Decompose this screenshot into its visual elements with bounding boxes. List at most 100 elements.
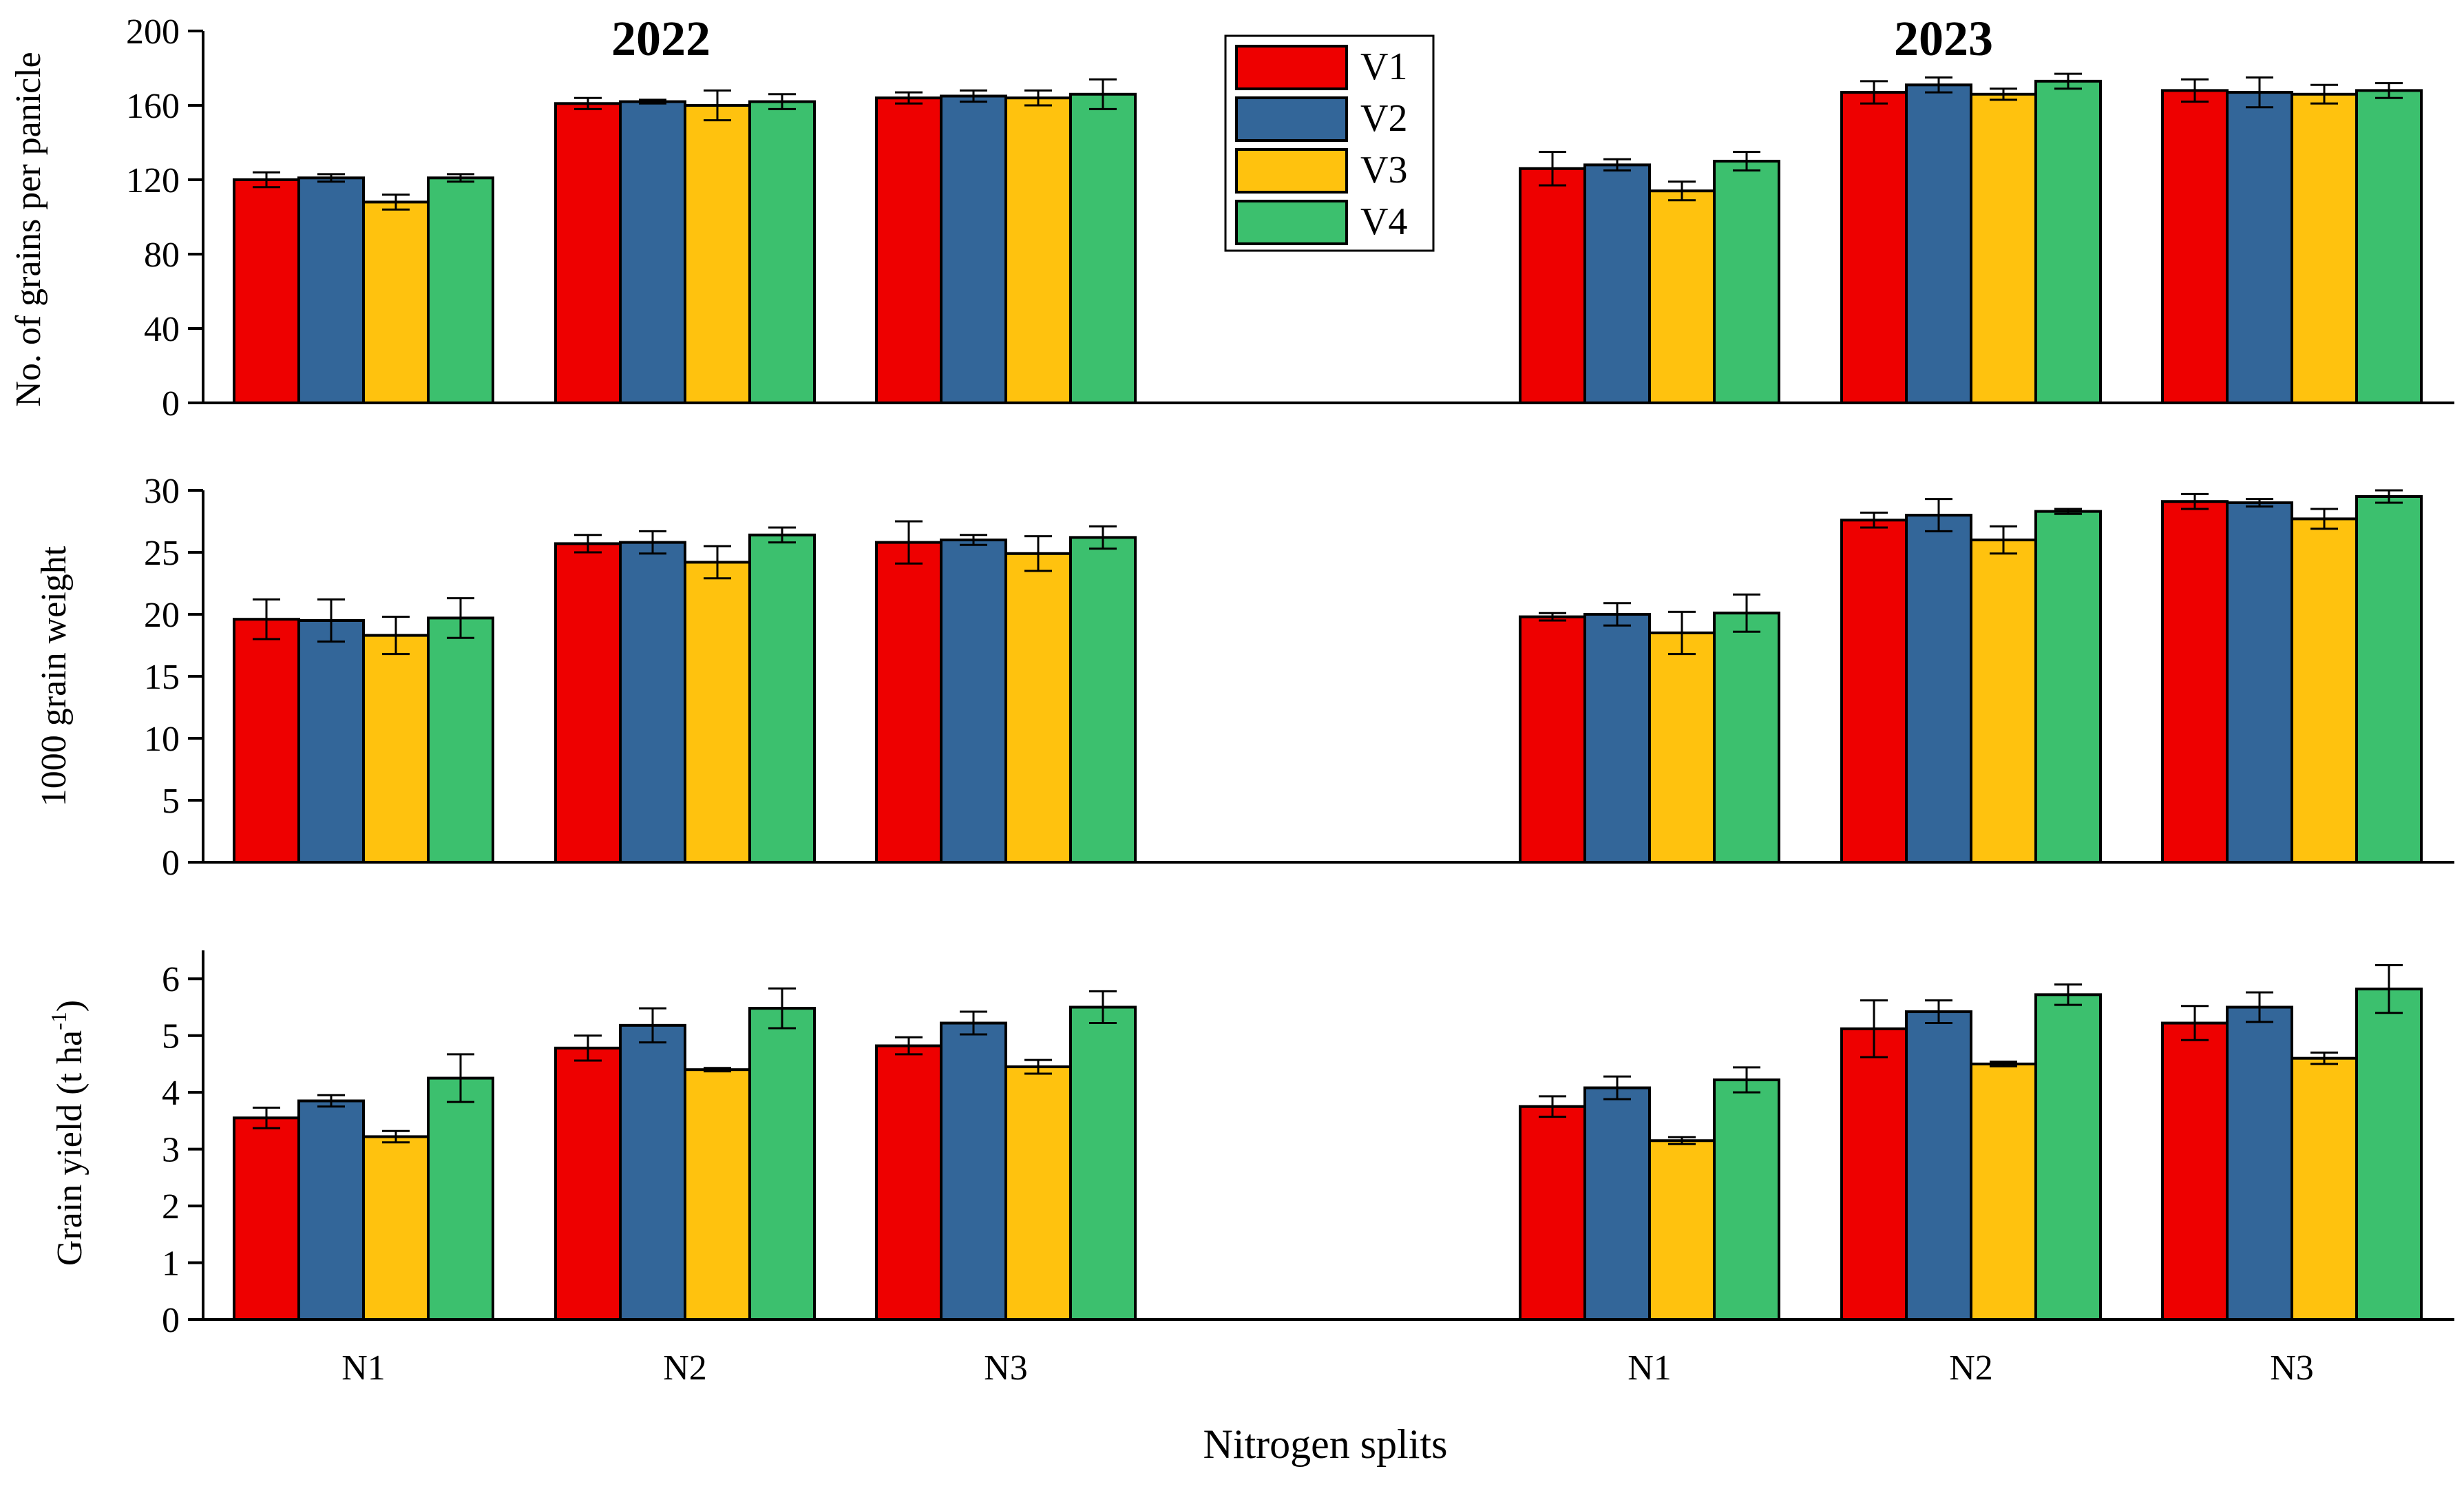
panel-1-errorbar-2023-N1-V2 [1603,158,1631,171]
y-axis-title-yield-end: ) [50,1000,89,1012]
panel-3-bar-2022-N1-V2 [297,1099,365,1321]
panel-3-bar-2023-N1-V2 [1583,1086,1651,1321]
panel-2-errorbar-2023-N2-V3 [1990,525,2017,555]
panel-2-errorbar-2023-N3-V3 [2310,508,2338,530]
x-tick-label-2023-N3: N3 [2270,1348,2314,1388]
panel-2-bar-2023-N3-V2 [2226,501,2293,864]
panel-1-bar-2023-N1-V4 [1713,160,1780,404]
panel-2-y-tick-label: 5 [162,782,180,821]
panel-2-bar-2023-N3-V1 [2161,500,2229,864]
panel-3-y-tick-label: 4 [162,1074,180,1113]
x-tick-label-2022-N3: N3 [984,1348,1028,1388]
panel-3-bar-2022-N3-V1 [875,1044,943,1322]
panel-2-errorbar-2023-N2-V2 [1925,498,1952,532]
panel-3-errorbar-2022-N1-V1 [253,1106,280,1129]
panel-3-bar-2022-N2-V1 [554,1046,622,1322]
legend-label-V2: V2 [1360,97,1407,140]
panel-3-bar-2023-N2-V1 [1840,1027,1908,1321]
panel-2-bar-2022-N2-V2 [619,541,686,864]
panel-3-bar-2023-N1-V3 [1648,1139,1716,1321]
panel-2-errorbar-2023-N3-V1 [2181,492,2209,510]
x-tick-label-2023-N2: N2 [1949,1348,1993,1388]
panel-2-errorbar-2022-N3-V4 [1089,525,1117,550]
panel-3-bar-2023-N2-V2 [1905,1010,1972,1321]
y-axis-title-yield-main: Grain yield (t ha [50,1030,89,1266]
year-label-2022: 2022 [611,11,710,66]
panel-1-bar-2022-N1-V1 [233,178,300,404]
panel-2-bar-2022-N2-V3 [684,561,751,864]
panel-1-errorbar-2023-N1-V3 [1668,180,1696,202]
panel-3-bar-2022-N3-V4 [1069,1005,1137,1321]
panel-3-bar-2023-N3-V1 [2161,1021,2229,1321]
panel-1-bar-2022-N2-V2 [619,100,686,404]
panel-1-bar-2023-N2-V3 [1970,92,2037,405]
panel-3-bar-2022-N3-V2 [940,1021,1007,1321]
panel-2-y-tick-label: 20 [144,596,180,635]
legend-label-V1: V1 [1360,45,1407,88]
panel-1-bar-2023-N3-V3 [2291,92,2358,405]
y-axis-title-yield-sup: -1 [46,1012,71,1030]
panel-1-bar-2022-N3-V1 [875,96,943,404]
legend-entry-V3: V3 [1235,148,1407,194]
panel-1-bar-2022-N3-V4 [1069,92,1137,405]
panel-2-y-tick-label: 10 [144,720,180,759]
panel-1-y-tick-label: 160 [126,87,180,126]
panel-1-y-tick-label: 120 [126,161,180,200]
legend: V1 V2 V3 V4 [1224,34,1435,252]
panel-1-errorbar-2022-N2-V1 [574,96,602,110]
panel-1-bar-2023-N3-V1 [2161,89,2229,404]
panel-3-errorbar-2022-N2-V1 [574,1034,602,1062]
panel-1-bar-2023-N3-V2 [2226,91,2293,404]
panel-3-errorbar-2023-N1-V4 [1733,1066,1760,1094]
panel-3-bar-2023-N1-V4 [1713,1078,1780,1322]
panel-1-errorbar-2023-N2-V4 [2054,72,2082,90]
panel-3-bar-2022-N1-V1 [233,1116,300,1322]
panel-3-bar-2023-N3-V3 [2291,1056,2358,1321]
panel-1-bar-2022-N3-V3 [1004,96,1072,404]
panel-3-errorbar-2022-N1-V3 [382,1129,410,1144]
panel-1-bar-2023-N2-V1 [1840,91,1908,404]
legend-swatch-V1 [1235,45,1348,90]
panel-3-errorbar-2023-N2-V4 [2054,983,2082,1006]
panel-2-errorbar-2023-N1-V2 [1603,602,1631,627]
panel-2-bar-2022-N1-V1 [233,618,300,864]
panel-3-y-tick-label: 1 [162,1244,180,1284]
legend-label-V3: V3 [1360,149,1407,191]
panel-3-bar-2023-N1-V1 [1519,1105,1586,1322]
panel-3-errorbar-2023-N3-V1 [2181,1005,2209,1041]
panel-2-bar-2022-N2-V1 [554,542,622,864]
panel-1-bar-2023-N2-V2 [1905,83,1972,405]
panel-1-errorbar-2022-N3-V2 [960,89,987,103]
panel-1-bar-2023-N2-V4 [2034,79,2102,405]
panel-3-errorbar-2022-N1-V2 [317,1094,345,1108]
panel-2-bar-2022-N3-V4 [1069,536,1137,864]
panel-2-errorbar-2023-N3-V4 [2375,489,2403,504]
y-axis-title-grains: No. of grains per panicle [9,52,48,406]
panel-3-bar-2023-N2-V4 [2034,993,2102,1321]
panel-3-errorbar-2022-N1-V4 [447,1053,474,1103]
panel-3-errorbar-2023-N1-V2 [1603,1075,1631,1101]
panel-1-bar-2022-N2-V3 [684,104,751,404]
panel-3-y-tick-label: 3 [162,1131,180,1170]
panel-3-y-tick-label: 2 [162,1187,180,1227]
panel-2-y-tick-label: 25 [144,534,180,573]
panel-1-y-tick-label: 200 [126,12,180,52]
panel-2-errorbar-2023-N1-V1 [1539,612,1566,622]
x-tick-label-2022-N2: N2 [663,1348,707,1388]
panel-1-errorbar-2022-N3-V3 [1024,89,1052,107]
x-axis-title: Nitrogen splits [1203,1421,1448,1467]
panel-3-errorbar-2023-N3-V3 [2310,1051,2338,1065]
panel-3-y-tick-label: 5 [162,1017,180,1056]
panel-1-errorbar-2022-N1-V3 [382,194,410,211]
panel-1-errorbar-2023-N1-V1 [1539,151,1566,187]
panel-1-bar-2022-N2-V4 [748,100,816,404]
panel-1-y-tick-label: 40 [144,310,180,349]
panel-2-errorbar-2022-N2-V1 [574,534,602,554]
panel-1-bar-2023-N1-V3 [1648,189,1716,404]
panel-2-errorbar-2023-N2-V4 [2054,508,2082,515]
panel-2-bar-2023-N1-V2 [1583,613,1651,864]
panel-2-bar-2023-N2-V1 [1840,519,1908,864]
y-axis-title-weight: 1000 grain weight [34,545,74,806]
